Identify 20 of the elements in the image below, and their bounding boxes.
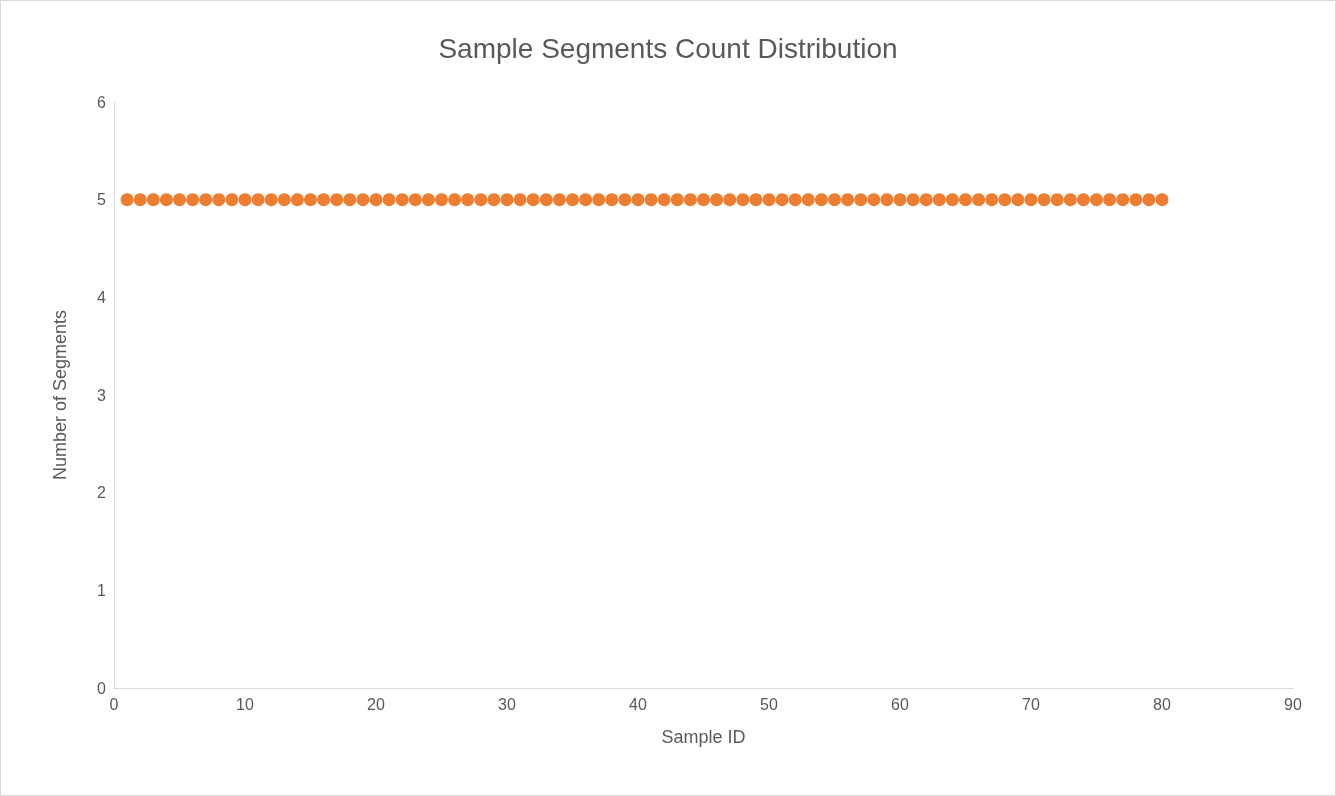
x-tick-label: 80 [1153,695,1171,713]
y-tick-label: 1 [97,581,107,599]
x-tick-label: 60 [891,695,909,713]
x-tick-label: 30 [498,695,516,713]
x-tick-label: 20 [367,695,385,713]
x-tick-label: 50 [760,695,778,713]
x-tick-label: 90 [1284,695,1302,713]
y-tick-label: 0 [97,679,107,697]
y-tick-label: 4 [97,288,107,306]
y-tick-label: 2 [97,484,107,502]
x-axis-title: Sample ID [661,727,746,747]
x-tick-label: 10 [236,695,254,713]
chart-title: Sample Segments Count Distribution [438,32,898,64]
y-tick-label: 6 [97,93,107,111]
y-tick-label: 3 [97,386,107,404]
y-axis-title: Number of Segments [50,309,70,481]
x-tick-label: 0 [109,695,119,713]
y-tick-label: 5 [97,191,107,209]
x-tick-label: 40 [629,695,647,713]
x-tick-label: 70 [1022,695,1040,713]
